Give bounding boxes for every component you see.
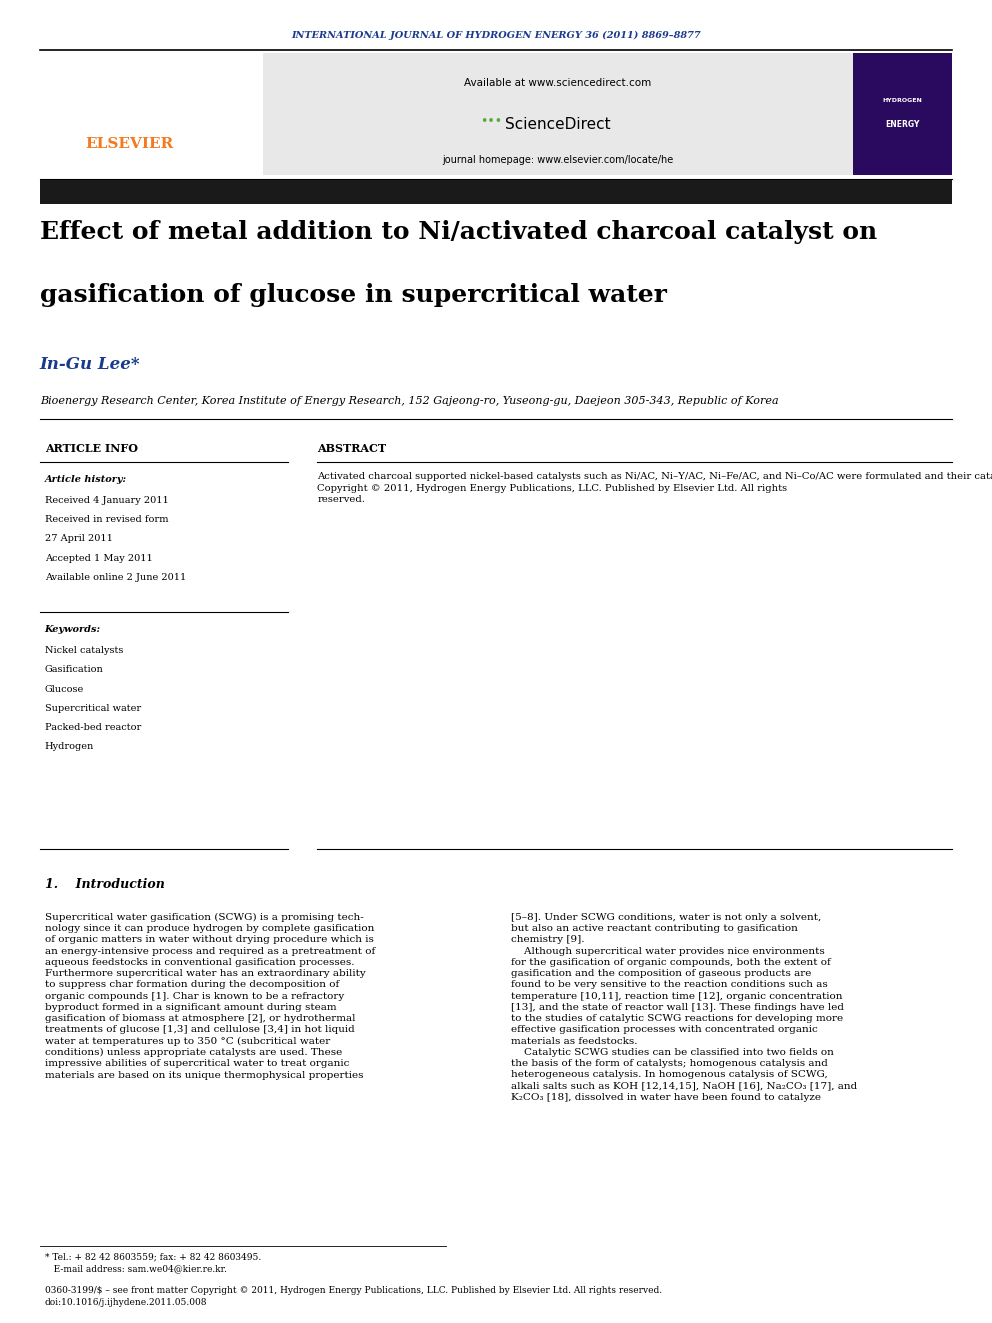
Text: 0360-3199/$ – see front matter Copyright © 2011, Hydrogen Energy Publications, L: 0360-3199/$ – see front matter Copyright… xyxy=(45,1286,662,1307)
Text: Available at www.sciencedirect.com: Available at www.sciencedirect.com xyxy=(464,78,651,89)
Text: ScienceDirect: ScienceDirect xyxy=(505,116,610,132)
Text: HYDROGEN: HYDROGEN xyxy=(883,98,923,103)
Text: ABSTRACT: ABSTRACT xyxy=(317,443,387,454)
Text: Packed-bed reactor: Packed-bed reactor xyxy=(45,724,141,732)
Bar xyxy=(853,53,952,175)
Text: Supercritical water gasification (SCWG) is a promising tech-
nology since it can: Supercritical water gasification (SCWG) … xyxy=(45,913,375,1080)
Text: gasification of glucose in supercritical water: gasification of glucose in supercritical… xyxy=(40,283,667,307)
Text: 27 April 2011: 27 April 2011 xyxy=(45,534,112,544)
Text: * Tel.: + 82 42 8603559; fax: + 82 42 8603495.
   E-mail address: sam.we04@kier.: * Tel.: + 82 42 8603559; fax: + 82 42 86… xyxy=(45,1253,261,1274)
Text: Bioenergy Research Center, Korea Institute of Energy Research, 152 Gajeong-ro, Y: Bioenergy Research Center, Korea Institu… xyxy=(40,396,779,406)
Text: Article history:: Article history: xyxy=(45,475,127,484)
Text: Supercritical water: Supercritical water xyxy=(45,704,141,713)
Text: [5–8]. Under SCWG conditions, water is not only a solvent,
but also an active re: [5–8]. Under SCWG conditions, water is n… xyxy=(511,913,857,1102)
Text: Keywords:: Keywords: xyxy=(45,626,101,634)
Bar xyxy=(40,180,952,204)
Text: ELSEVIER: ELSEVIER xyxy=(85,136,173,151)
Text: Effect of metal addition to Ni/activated charcoal catalyst on: Effect of metal addition to Ni/activated… xyxy=(40,220,877,243)
Text: Gasification: Gasification xyxy=(45,665,103,675)
Text: journal homepage: www.elsevier.com/locate/he: journal homepage: www.elsevier.com/locat… xyxy=(441,155,674,165)
Text: 1.    Introduction: 1. Introduction xyxy=(45,878,165,892)
Text: ARTICLE INFO: ARTICLE INFO xyxy=(45,443,138,454)
Text: Available online 2 June 2011: Available online 2 June 2011 xyxy=(45,573,186,582)
Text: INTERNATIONAL JOURNAL OF HYDROGEN ENERGY 36 (2011) 8869–8877: INTERNATIONAL JOURNAL OF HYDROGEN ENERGY… xyxy=(292,30,700,40)
Text: Received in revised form: Received in revised form xyxy=(45,516,168,524)
Text: •••: ••• xyxy=(480,115,502,128)
Text: Glucose: Glucose xyxy=(45,685,84,693)
Text: Activated charcoal supported nickel-based catalysts such as Ni/AC, Ni–Y/AC, Ni–F: Activated charcoal supported nickel-base… xyxy=(317,472,992,504)
Text: Hydrogen: Hydrogen xyxy=(45,742,94,751)
Bar xyxy=(40,53,263,175)
Text: Accepted 1 May 2011: Accepted 1 May 2011 xyxy=(45,554,153,562)
Bar xyxy=(263,53,853,175)
Text: Nickel catalysts: Nickel catalysts xyxy=(45,647,123,655)
Text: In-Gu Lee*: In-Gu Lee* xyxy=(40,356,140,373)
Text: Received 4 January 2011: Received 4 January 2011 xyxy=(45,496,169,505)
Text: ENERGY: ENERGY xyxy=(886,120,920,128)
